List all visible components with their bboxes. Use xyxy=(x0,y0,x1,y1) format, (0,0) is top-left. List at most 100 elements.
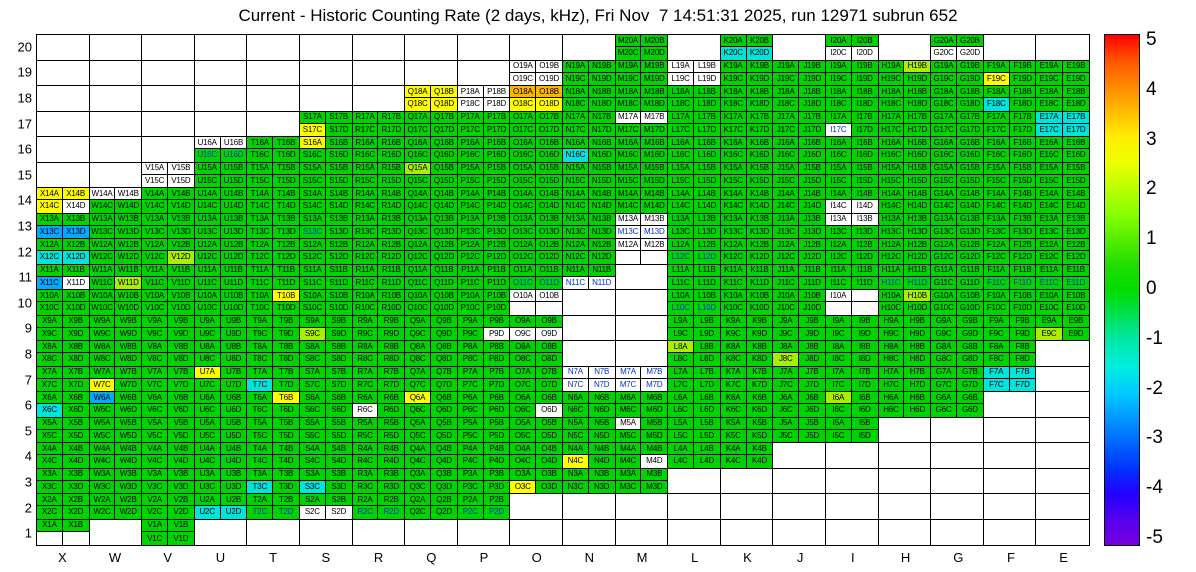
channel-cell: S10D xyxy=(325,302,352,315)
grid-block: O15A O15B O15C O15D xyxy=(510,162,563,188)
channel-cell: W5B xyxy=(115,417,142,430)
grid-block: R17A R17B R17C R17D xyxy=(352,111,406,137)
channel-cell: H14A xyxy=(878,188,905,201)
channel-cell: X9C xyxy=(37,327,63,340)
grid-block xyxy=(563,519,616,545)
grid-block: M4A M4B M4C M4D xyxy=(615,443,669,469)
y-axis-label: 12 xyxy=(17,244,32,260)
grid-block xyxy=(142,86,195,112)
channel-cell: Q4D xyxy=(430,455,457,468)
channel-cell: L19B xyxy=(693,60,720,73)
channel-cell: N6D xyxy=(588,404,615,417)
channel-cell: L16C xyxy=(668,149,694,162)
channel-cell: H18B xyxy=(904,86,931,99)
channel-cell: K17A xyxy=(720,111,747,124)
grid-block xyxy=(1036,392,1089,418)
channel-cell: J13A xyxy=(773,213,800,226)
channel-cell: L12A xyxy=(668,239,694,252)
channel-cell: J18D xyxy=(799,98,825,111)
channel-cell: O5D xyxy=(536,429,562,442)
grid-block: K4A K4B K4C K4D xyxy=(720,443,774,469)
channel-cell: R9C xyxy=(352,327,379,340)
grid-block: V12A V12B V12C V12D xyxy=(142,239,195,265)
channel-cell: F10B xyxy=(1009,290,1036,303)
grid-block: U8A U8B U8C U8D xyxy=(194,341,248,367)
channel-cell: K5B xyxy=(746,417,773,430)
channel-cell: M7B xyxy=(641,366,668,379)
channel-cell: X4B xyxy=(62,443,89,456)
channel-cell: M18A xyxy=(615,86,642,99)
channel-cell: F15A xyxy=(983,162,1010,175)
channel-cell: H9C xyxy=(878,327,905,340)
channel-cell: Q14D xyxy=(430,200,457,213)
channel-cell: U11D xyxy=(220,276,247,289)
grid-block: X3A X3B X3C X3D xyxy=(37,468,90,494)
grid-block: N15A N15B N15C N15D xyxy=(562,162,616,188)
channel-cell: K10A xyxy=(720,290,747,303)
channel-cell: I19A xyxy=(825,60,852,73)
channel-cell: P2A xyxy=(457,494,484,507)
channel-cell: H11C xyxy=(878,276,905,289)
channel-cell: N5D xyxy=(588,429,615,442)
channel-cell: O16C xyxy=(510,149,537,162)
channel-cell: G20A xyxy=(931,35,957,48)
channel-cell: V8C xyxy=(142,353,168,366)
channel-cell: J17C xyxy=(773,123,800,136)
grid-block xyxy=(825,443,879,469)
grid-block: U13A U13B U13C U13D xyxy=(194,213,248,239)
channel-cell: R4A xyxy=(352,443,379,456)
channel-cell: R14B xyxy=(378,188,405,201)
channel-cell: E16C xyxy=(1036,149,1063,162)
channel-cell: X12D xyxy=(62,251,89,264)
grid-block: I18A I18B I18C I18D xyxy=(825,86,879,112)
channel-cell: V9B xyxy=(167,315,194,328)
channel-cell: G9A xyxy=(931,315,957,328)
channel-cell: J13B xyxy=(799,213,825,226)
channel-cell: T10B xyxy=(273,290,299,303)
grid-block: J14A J14B J14C J14D xyxy=(773,188,826,214)
channel-cell: P18D xyxy=(483,98,510,111)
channel-cell: S10B xyxy=(325,290,352,303)
grid-block xyxy=(878,417,932,443)
channel-cell: K17D xyxy=(746,123,773,136)
channel-cell: F11C xyxy=(983,276,1010,289)
channel-cell: N18A xyxy=(562,86,589,99)
channel-cell: S16D xyxy=(325,149,352,162)
channel-cell: Q11A xyxy=(405,264,431,277)
grid-block: U11A U11B U11C U11D xyxy=(194,264,248,290)
channel-cell: K16C xyxy=(720,149,747,162)
grid-block: V7A V7B V7C V7D xyxy=(142,366,195,392)
grid-block: S6A S6B S6C S6D xyxy=(299,392,353,418)
channel-cell: R11D xyxy=(378,276,405,289)
channel-cell: O13D xyxy=(536,225,562,238)
channel-cell: R5C xyxy=(352,429,379,442)
grid-block: Q14A Q14B Q14C Q14D xyxy=(405,188,458,214)
channel-cell: I7D xyxy=(851,378,878,391)
channel-cell: W3D xyxy=(115,480,142,493)
grid-block: I8A I8B I8C I8D xyxy=(825,341,879,367)
channel-cell: J8A xyxy=(773,341,800,354)
grid-block: X8A X8B X8C X8D xyxy=(37,341,90,367)
channel-cell: Q10D xyxy=(430,302,457,315)
grid-block: O9A O9B O9C O9D xyxy=(510,315,563,341)
channel-cell: R5A xyxy=(352,417,379,430)
y-axis-label: 7 xyxy=(24,372,32,388)
grid-block: N3A N3B N3C N3D xyxy=(562,468,616,494)
channel-cell: S3B xyxy=(325,468,352,481)
channel-cell: W8C xyxy=(89,353,116,366)
grid-block: U7A U7B U7C U7D xyxy=(194,366,248,392)
grid-block xyxy=(562,494,616,520)
channel-cell: L4C xyxy=(668,455,694,468)
grid-block: H6A H6B H6C H6D xyxy=(878,392,932,418)
channel-cell: V12B xyxy=(167,239,194,252)
channel-cell: H6B xyxy=(904,392,931,405)
channel-cell: M5A xyxy=(615,417,642,430)
grid-block xyxy=(878,494,932,520)
channel-cell: F13D xyxy=(1009,225,1036,238)
grid-block: V2A V2B V2C V2D xyxy=(142,494,195,520)
channel-cell: I13B xyxy=(851,213,878,226)
channel-cell: O5A xyxy=(510,417,537,430)
channel-cell: K12C xyxy=(720,251,747,264)
channel-cell: V7D xyxy=(167,378,194,391)
channel-cell: H14C xyxy=(878,200,905,213)
